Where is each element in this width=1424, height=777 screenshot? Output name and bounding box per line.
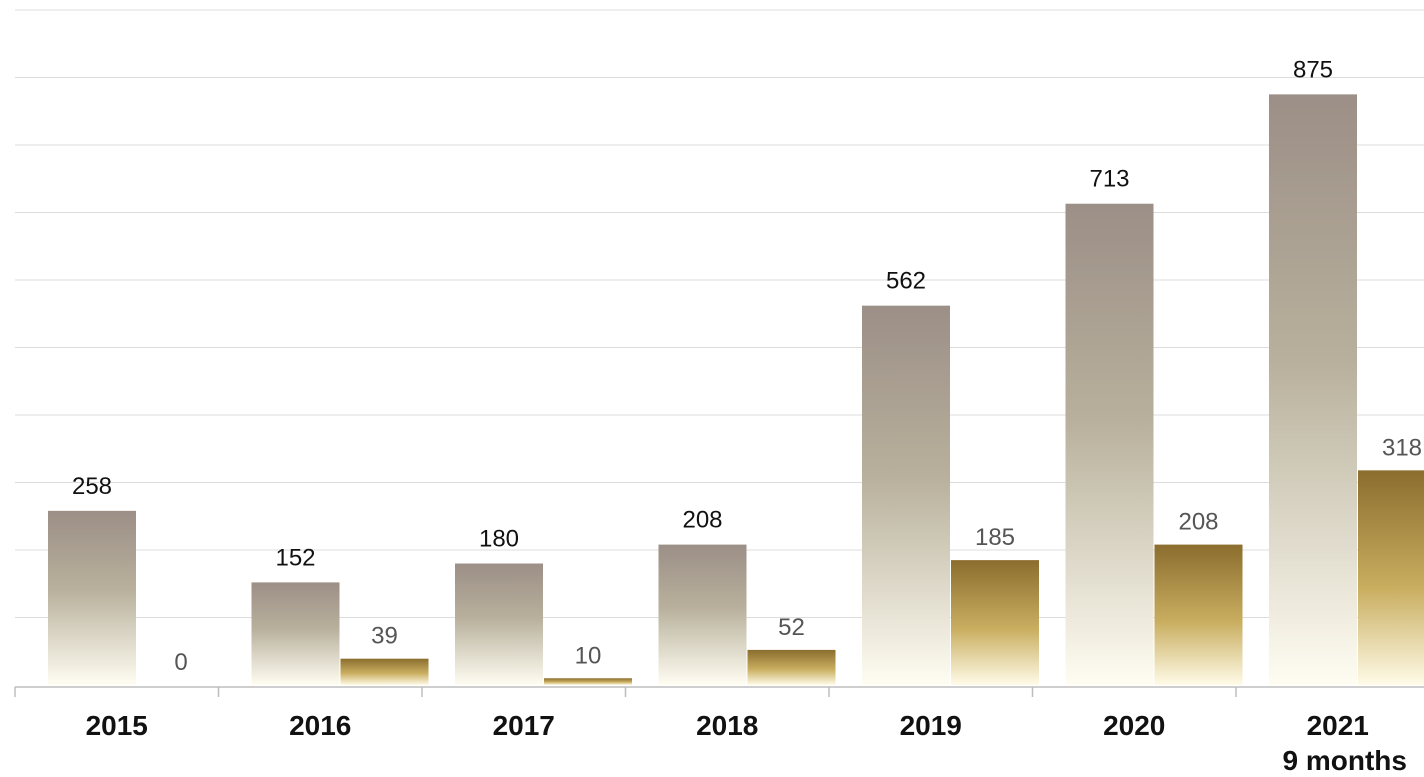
category-label: 2018 — [696, 710, 758, 741]
bar-series-1-2020 — [1065, 203, 1154, 685]
data-label-series-1: 875 — [1293, 56, 1333, 83]
data-label-series-2: 208 — [1178, 509, 1218, 536]
data-label-series-2: 10 — [575, 642, 602, 669]
data-label-series-1: 562 — [886, 268, 926, 295]
bars — [48, 94, 1424, 685]
data-label-series-1: 180 — [479, 526, 519, 553]
data-label-series-2: 0 — [174, 649, 187, 676]
bar-series-1-2019 — [862, 305, 950, 685]
bar-series-1-2016 — [251, 582, 340, 685]
bar-series-2-2021 — [1358, 470, 1424, 685]
bar-series-2-2016 — [340, 658, 429, 685]
category-labels: 2015 2016 2017 2018 2019 2020 2021 9 months — [86, 710, 1407, 776]
bar-series-2-2020 — [1154, 544, 1243, 685]
bar-series-1-2015 — [48, 510, 136, 685]
data-label-series-1: 258 — [72, 473, 112, 500]
category-label: 2016 — [289, 710, 351, 741]
bar-series-1-2021 — [1269, 94, 1357, 685]
data-label-series-1: 208 — [682, 507, 722, 534]
gridlines — [15, 9, 1424, 618]
bar-series-2-2017 — [544, 678, 632, 685]
bar-series-2-2019 — [951, 560, 1039, 685]
bar-series-1-2018 — [658, 544, 747, 685]
bar-series-1-2017 — [455, 563, 543, 685]
category-sublabel: 9 months — [1283, 745, 1407, 776]
data-label-series-1: 713 — [1089, 166, 1129, 193]
data-label-series-1: 152 — [275, 544, 315, 571]
category-label: 2021 — [1307, 710, 1369, 741]
category-label: 2017 — [493, 710, 555, 741]
data-label-series-2: 318 — [1382, 434, 1422, 461]
data-label-series-2: 185 — [975, 524, 1015, 551]
bar-series-2-2018 — [747, 649, 836, 685]
x-axis — [14, 686, 1424, 697]
data-label-series-2: 52 — [778, 614, 805, 641]
data-labels: 258 0 152 39 180 10 208 52 562 185 713 208 875 318 — [72, 56, 1422, 676]
category-label: 2019 — [900, 710, 962, 741]
category-label: 2020 — [1103, 710, 1165, 741]
data-label-series-2: 39 — [371, 623, 398, 650]
category-label: 2015 — [86, 710, 148, 741]
